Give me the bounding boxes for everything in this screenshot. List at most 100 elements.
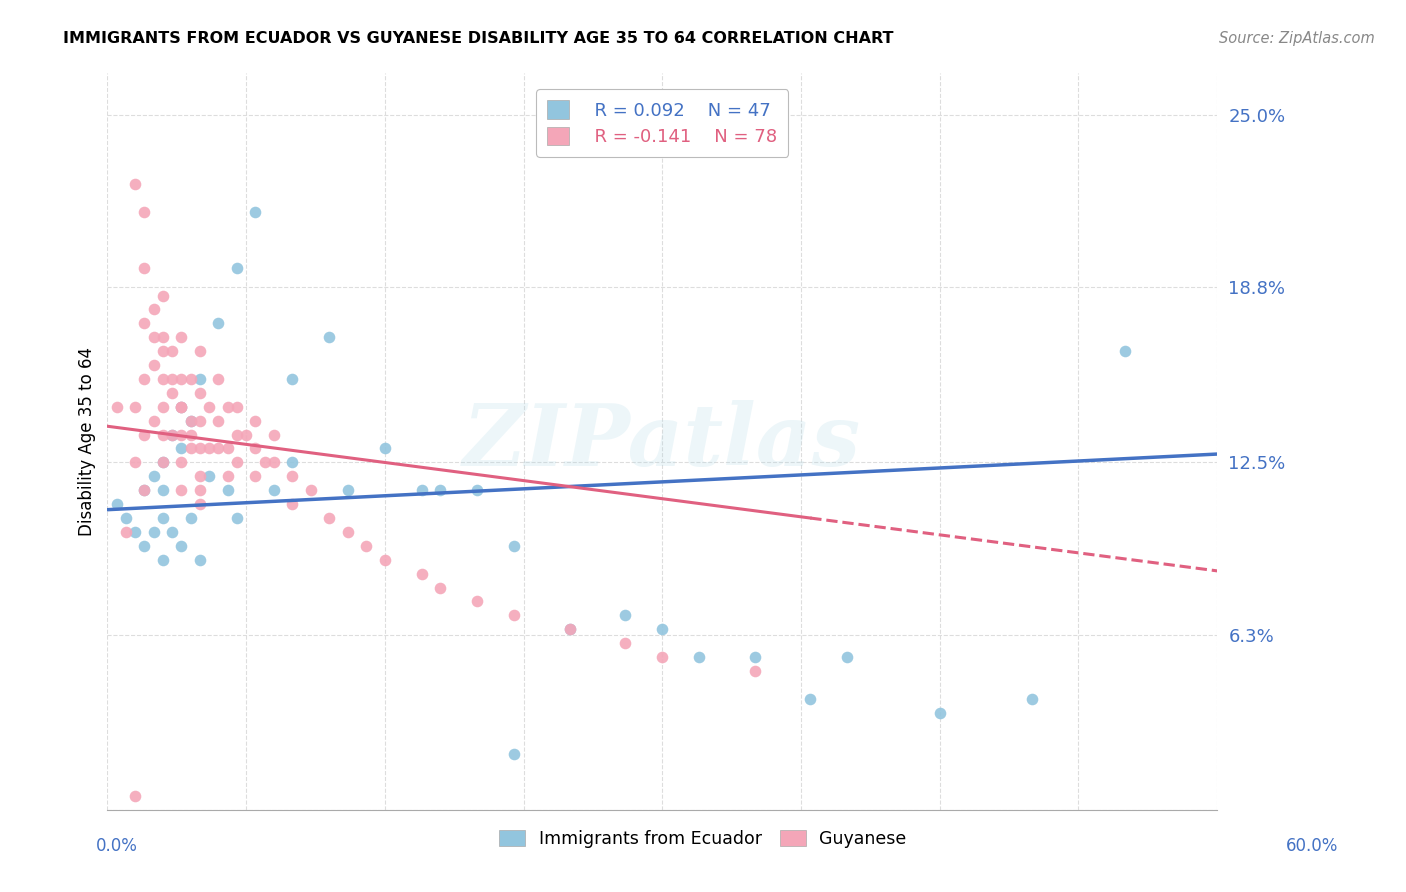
Point — [198, 469, 221, 483]
Point — [225, 260, 247, 275]
Point — [207, 442, 229, 456]
Point — [170, 330, 193, 344]
Point — [1114, 344, 1136, 359]
Point — [152, 483, 174, 498]
Point — [411, 483, 433, 498]
Point — [152, 553, 174, 567]
Point — [152, 330, 174, 344]
Point — [180, 511, 202, 525]
Point — [225, 400, 247, 414]
Point — [115, 524, 138, 539]
Point — [134, 483, 156, 498]
Point — [263, 427, 285, 442]
Point — [142, 414, 165, 428]
Point — [245, 414, 267, 428]
Point — [152, 400, 174, 414]
Point — [170, 442, 193, 456]
Point — [225, 511, 247, 525]
Point — [688, 650, 710, 665]
Point — [744, 650, 766, 665]
Point — [207, 414, 229, 428]
Point — [142, 302, 165, 317]
Point — [160, 344, 183, 359]
Point — [281, 497, 304, 511]
Y-axis label: Disability Age 35 to 64: Disability Age 35 to 64 — [79, 347, 96, 536]
Point — [281, 469, 304, 483]
Point — [152, 511, 174, 525]
Point — [188, 414, 211, 428]
Point — [188, 385, 211, 400]
Point — [744, 664, 766, 678]
Point — [170, 400, 193, 414]
Point — [299, 483, 322, 498]
Point — [503, 539, 526, 553]
Point — [837, 650, 859, 665]
Point — [374, 442, 396, 456]
Point — [180, 427, 202, 442]
Point — [124, 455, 146, 469]
Point — [188, 442, 211, 456]
Point — [160, 427, 183, 442]
Point — [217, 469, 239, 483]
Point — [651, 622, 673, 636]
Point — [160, 427, 183, 442]
Point — [124, 524, 146, 539]
Point — [225, 427, 247, 442]
Text: IMMIGRANTS FROM ECUADOR VS GUYANESE DISABILITY AGE 35 TO 64 CORRELATION CHART: IMMIGRANTS FROM ECUADOR VS GUYANESE DISA… — [63, 31, 894, 46]
Point — [142, 330, 165, 344]
Point — [170, 427, 193, 442]
Point — [558, 622, 581, 636]
Point — [188, 469, 211, 483]
Point — [152, 344, 174, 359]
Point — [134, 483, 156, 498]
Point — [170, 455, 193, 469]
Point — [217, 442, 239, 456]
Point — [152, 288, 174, 302]
Point — [134, 372, 156, 386]
Point — [614, 608, 637, 623]
Point — [411, 566, 433, 581]
Point — [558, 622, 581, 636]
Point — [180, 372, 202, 386]
Point — [134, 260, 156, 275]
Point — [799, 691, 821, 706]
Point — [253, 455, 276, 469]
Point — [928, 706, 950, 720]
Point — [124, 178, 146, 192]
Point — [152, 372, 174, 386]
Point — [170, 400, 193, 414]
Point — [207, 372, 229, 386]
Point — [263, 455, 285, 469]
Point — [429, 581, 451, 595]
Point — [281, 455, 304, 469]
Point — [152, 427, 174, 442]
Text: Source: ZipAtlas.com: Source: ZipAtlas.com — [1219, 31, 1375, 46]
Legend: Immigrants from Ecuador, Guyanese: Immigrants from Ecuador, Guyanese — [492, 823, 914, 855]
Point — [263, 483, 285, 498]
Point — [160, 524, 183, 539]
Point — [105, 400, 128, 414]
Point — [180, 414, 202, 428]
Point — [188, 483, 211, 498]
Legend:   R = 0.092    N = 47,   R = -0.141    N = 78: R = 0.092 N = 47, R = -0.141 N = 78 — [536, 89, 789, 157]
Point — [152, 455, 174, 469]
Point — [134, 539, 156, 553]
Text: 0.0%: 0.0% — [96, 837, 138, 855]
Point — [188, 553, 211, 567]
Point — [336, 524, 359, 539]
Point — [142, 469, 165, 483]
Text: 60.0%: 60.0% — [1286, 837, 1339, 855]
Point — [245, 469, 267, 483]
Point — [336, 483, 359, 498]
Point — [124, 789, 146, 804]
Point — [465, 594, 488, 608]
Point — [180, 442, 202, 456]
Point — [180, 414, 202, 428]
Point — [245, 442, 267, 456]
Point — [1021, 691, 1043, 706]
Point — [105, 497, 128, 511]
Point — [188, 344, 211, 359]
Point — [198, 442, 221, 456]
Point — [142, 524, 165, 539]
Point — [134, 427, 156, 442]
